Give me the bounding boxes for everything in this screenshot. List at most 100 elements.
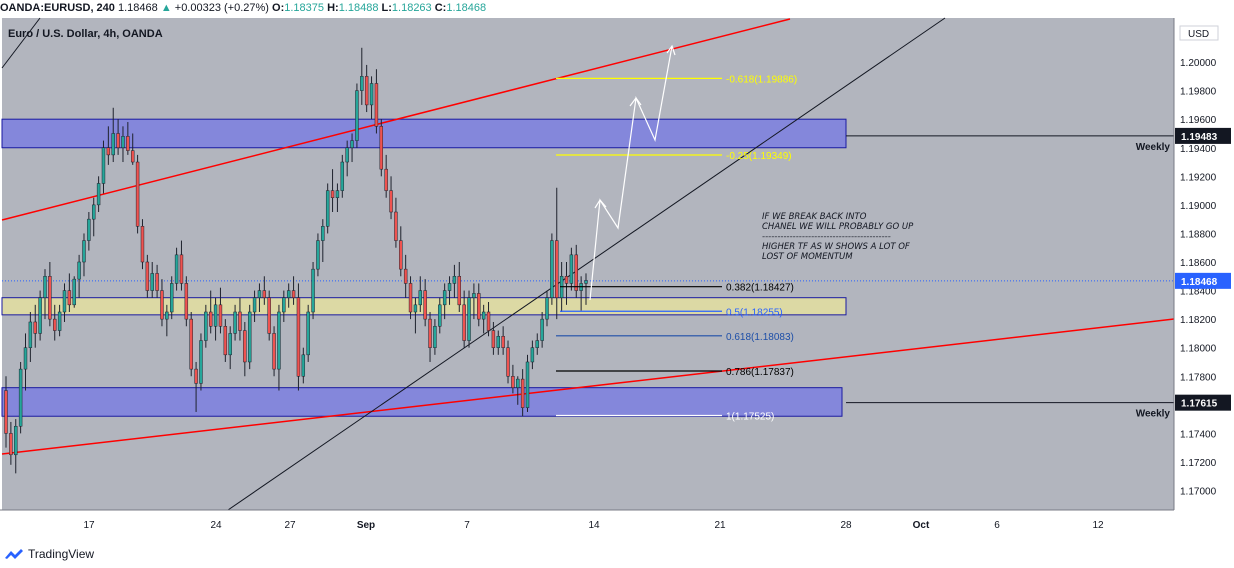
candle-body [325, 190, 330, 227]
candle-body [165, 311, 169, 320]
y-tick-label: 1.18600 [1180, 258, 1217, 269]
price-label-box [1175, 127, 1231, 144]
change-arrow-icon: ▲ [160, 2, 172, 14]
candle-body [23, 347, 28, 370]
candle-body [384, 168, 388, 191]
projection-arrows [589, 44, 676, 301]
y-tick-label: 1.17200 [1180, 458, 1217, 469]
candle-body [525, 361, 530, 408]
candle-body [330, 190, 335, 198]
price-label: 1.18468 [1181, 277, 1218, 288]
x-tick-label: 6 [994, 520, 1000, 531]
candles-layer [4, 47, 588, 474]
candle-body [48, 276, 52, 320]
candle-body [92, 204, 96, 220]
candle-body [408, 283, 413, 313]
footer: TradingView [4, 545, 94, 563]
candle-body [228, 333, 232, 356]
candle-body [67, 290, 72, 306]
candle-body [208, 311, 213, 327]
projection-path [589, 45, 673, 301]
currency-box[interactable] [1179, 25, 1219, 41]
candle-body [238, 311, 242, 331]
candle-body [77, 261, 81, 280]
zone-rect [1, 387, 843, 417]
note-line: IF WE BREAK BACK INTO [762, 212, 867, 222]
low-label: L: [381, 2, 392, 14]
candle-body [535, 340, 539, 348]
candle-body [170, 283, 174, 313]
channel-lower-line [1, 318, 1175, 455]
candle-body [57, 311, 62, 331]
tradingview-logo-icon [5, 549, 23, 559]
x-axis-ticks: 17 24 27 Sep 7 14 21 28 Oct 6 12 [83, 520, 1104, 531]
candle-body [243, 330, 247, 363]
candle-body [340, 161, 345, 191]
candle-body [62, 290, 67, 313]
y-tick-label: 1.19200 [1180, 172, 1217, 183]
price-axis[interactable] [1174, 18, 1232, 510]
arrow-head [666, 44, 676, 56]
candle-body [457, 276, 461, 306]
candle-body [111, 133, 115, 156]
time-axis[interactable] [0, 510, 1234, 540]
candle-body [555, 240, 559, 298]
x-tick-label: Oct [913, 520, 930, 531]
arrow-head [594, 198, 607, 209]
channel-upper-line [1, 18, 791, 221]
candle-body [374, 83, 379, 127]
candle-body [101, 147, 106, 184]
last-price: 1.18468 [117, 2, 158, 14]
candle-body [564, 276, 569, 284]
candle-body [496, 336, 500, 348]
candle-body [413, 304, 418, 313]
close-value: 1.18468 [446, 2, 487, 14]
chart-title: Euro / U.S. Dollar, 4h, OANDA [8, 28, 163, 40]
brand-label[interactable]: TradingView [28, 547, 95, 561]
candle-body [213, 304, 218, 327]
x-tick-label: 12 [1092, 520, 1104, 531]
candle-body [218, 304, 223, 327]
weekly-label: Weekly [1136, 142, 1171, 153]
candle-body [569, 254, 574, 284]
fib-level-label: -0.618(1.19886) [726, 74, 797, 85]
candle-body [530, 347, 535, 363]
weekly-label: Weekly [1136, 409, 1171, 420]
x-tick-label: 14 [588, 520, 600, 531]
candle-body [506, 347, 510, 377]
zone-rect [1, 118, 847, 149]
candle-body [511, 376, 515, 388]
candle-body [14, 425, 18, 456]
candle-body [291, 290, 296, 298]
fib-level-label: 0.382(1.18427) [726, 283, 794, 294]
note-line: ----------------------------------------… [762, 232, 891, 242]
y-tick-label: 1.19600 [1180, 115, 1217, 126]
candle-body [223, 326, 228, 356]
candle-body [184, 283, 189, 320]
price-label-box [1175, 394, 1231, 411]
candle-body [403, 268, 408, 284]
x-tick-label: 21 [714, 520, 726, 531]
candle-body [428, 318, 432, 348]
y-tick-label: 1.18400 [1180, 287, 1217, 298]
y-tick-label: 1.18000 [1180, 344, 1217, 355]
candle-body [584, 280, 588, 284]
symbol-label[interactable]: OANDA:EURUSD, 240 [0, 2, 115, 14]
fib-level-label: -0.25(1.19349) [726, 151, 792, 162]
y-tick-label: 1.17000 [1180, 487, 1217, 498]
candle-body [277, 311, 281, 370]
candle-body [204, 311, 208, 341]
candle-body [262, 290, 267, 298]
candle-body [574, 254, 578, 291]
candle-body [491, 330, 496, 348]
y-tick-label: 1.18200 [1180, 315, 1217, 326]
candle-body [126, 136, 130, 151]
candle-body [472, 293, 476, 298]
candle-body [301, 354, 306, 377]
symbol-header: OANDA:EURUSD, 240 1.18468 ▲ +0.00323 (+0… [0, 0, 1234, 18]
candle-body [345, 147, 349, 163]
fib-level-label: 0.786(1.17837) [726, 367, 794, 378]
candle-body [233, 311, 237, 334]
candle-body [316, 240, 320, 270]
